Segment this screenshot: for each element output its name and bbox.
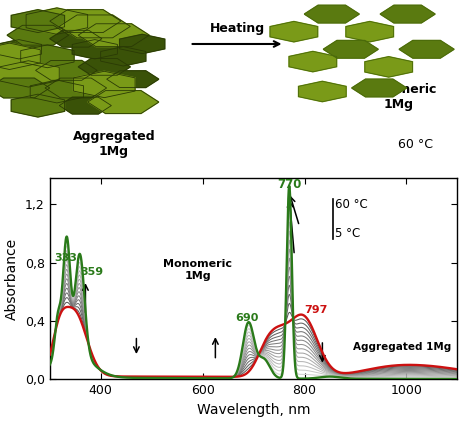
Text: Aggregated
1Mg: Aggregated 1Mg [73,130,155,158]
X-axis label: Wavelength, nm: Wavelength, nm [197,403,310,417]
Text: Monomeric
1Mg: Monomeric 1Mg [359,83,437,111]
Text: Heating: Heating [210,22,264,35]
Text: 797: 797 [304,305,328,315]
Text: 5 °C: 5 °C [335,227,360,240]
Y-axis label: Absorbance: Absorbance [5,238,19,320]
Text: Monomeric
1Mg: Monomeric 1Mg [163,259,232,281]
Text: 60 °C: 60 °C [335,198,368,211]
Text: 333: 333 [55,253,78,263]
Text: Aggregated 1Mg: Aggregated 1Mg [353,342,451,352]
Text: 359: 359 [80,267,103,277]
Text: 770: 770 [277,178,301,191]
Text: 60 °C: 60 °C [398,138,433,151]
Text: 690: 690 [235,312,258,323]
